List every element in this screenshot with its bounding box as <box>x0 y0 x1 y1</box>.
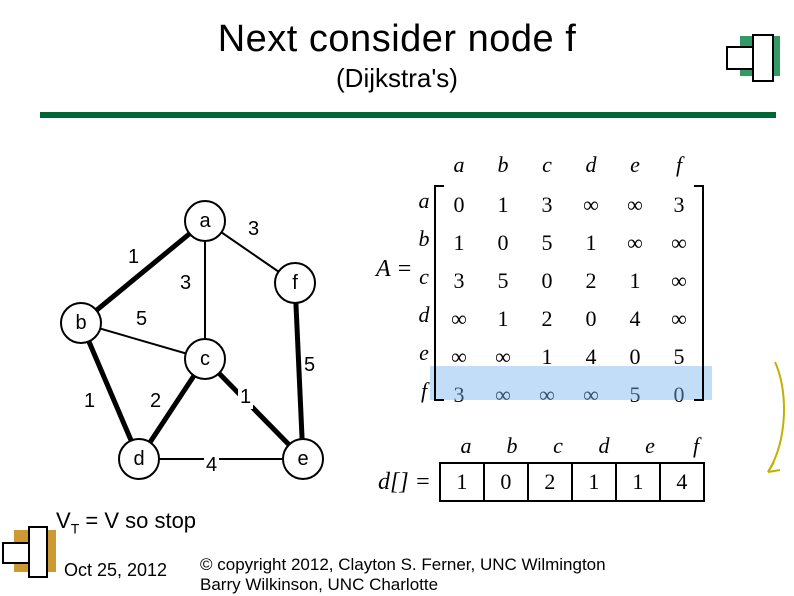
graph-node-d: d <box>118 438 160 480</box>
matrix-cell: ∞ <box>438 301 480 337</box>
matrix-cell: ∞ <box>614 187 656 223</box>
graph-node-c: c <box>184 338 226 380</box>
edge-weight: 3 <box>178 272 193 295</box>
divider-rule <box>40 112 776 118</box>
matrix-cell: 1 <box>438 225 480 261</box>
matrix-row-highlight <box>430 366 712 400</box>
darray-cell: 0 <box>484 463 528 501</box>
graph-node-e: e <box>282 438 324 480</box>
edge-weight: 5 <box>134 308 149 331</box>
darray-header: e <box>628 432 672 460</box>
edge-weight: 2 <box>148 390 163 413</box>
edge-weight: 3 <box>246 218 261 241</box>
matrix-cell: 0 <box>482 225 524 261</box>
title-block: Next consider node f (Dijkstra's) <box>0 0 794 94</box>
darray-cell: 1 <box>616 463 660 501</box>
matrix-col-header: b <box>482 147 524 183</box>
matrix-col-header: a <box>438 147 480 183</box>
matrix-cell: 3 <box>526 187 568 223</box>
darray-label: d[] = <box>378 469 431 496</box>
darray-header: f <box>674 432 718 460</box>
matrix-cell: 1 <box>482 301 524 337</box>
adjacency-matrix: abcdef 013∞∞31051∞∞35021∞∞1204∞∞∞14053∞∞… <box>380 145 780 420</box>
matrix-cell: 0 <box>526 263 568 299</box>
edge-weight: 1 <box>238 386 253 409</box>
matrix-row-header: f <box>412 373 436 409</box>
darray-cell: 1 <box>572 463 616 501</box>
edge-weight: 1 <box>126 246 141 269</box>
matrix-row-header: e <box>412 335 436 371</box>
matrix-cell: 0 <box>438 187 480 223</box>
graph-diagram: a f b c d e 1 3 3 5 1 2 1 4 5 <box>42 190 372 490</box>
matrix-col-header: f <box>658 147 700 183</box>
darray-cell: 1 <box>440 463 484 501</box>
matrix-cell: 2 <box>526 301 568 337</box>
footer-date: Oct 25, 2012 <box>64 560 167 581</box>
edge-weight: 4 <box>204 454 219 477</box>
graph-node-f: f <box>274 262 316 304</box>
matrix-cell: 1 <box>570 225 612 261</box>
corner-decor-tr <box>740 36 780 76</box>
matrix-cell: 5 <box>482 263 524 299</box>
matrix-row-header: d <box>412 297 436 333</box>
page-title: Next consider node f <box>0 18 794 61</box>
darray-header: c <box>536 432 580 460</box>
distance-array: abcdef d[] = 102114 <box>378 430 720 502</box>
matrix-row-header: b <box>412 221 436 257</box>
darray-header: b <box>490 432 534 460</box>
matrix-row-header: c <box>412 259 436 295</box>
matrix-row-header: a <box>412 183 436 219</box>
matrix-col-header: e <box>614 147 656 183</box>
matrix-cell: 1 <box>614 263 656 299</box>
matrix-col-headers: abcdef <box>436 145 702 185</box>
corner-decor-bl <box>14 530 56 572</box>
arrow-to-darray <box>760 360 790 480</box>
darray-cell: 4 <box>660 463 704 501</box>
matrix-cell: ∞ <box>570 187 612 223</box>
footer-copyright: © copyright 2012, Clayton S. Ferner, UNC… <box>200 555 606 596</box>
darray-header: a <box>444 432 488 460</box>
graph-node-b: b <box>60 302 102 344</box>
matrix-cell: 0 <box>570 301 612 337</box>
matrix-cell: 2 <box>570 263 612 299</box>
edge-weight: 1 <box>82 390 97 413</box>
matrix-col-header: c <box>526 147 568 183</box>
edge-weight: 5 <box>302 354 317 377</box>
matrix-cell: 1 <box>482 187 524 223</box>
darray-cell: 2 <box>528 463 572 501</box>
matrix-cell: 4 <box>614 301 656 337</box>
page-subtitle: (Dijkstra's) <box>0 63 794 94</box>
matrix-row-headers: abcdef <box>410 181 438 411</box>
graph-node-a: a <box>184 200 226 242</box>
matrix-cell: 5 <box>526 225 568 261</box>
matrix-col-header: d <box>570 147 612 183</box>
matrix-cell: ∞ <box>614 225 656 261</box>
darray-header: d <box>582 432 626 460</box>
stop-condition-text: VT = V so stop <box>56 508 196 536</box>
matrix-cell: 3 <box>438 263 480 299</box>
matrix-bracket-right <box>694 185 704 401</box>
